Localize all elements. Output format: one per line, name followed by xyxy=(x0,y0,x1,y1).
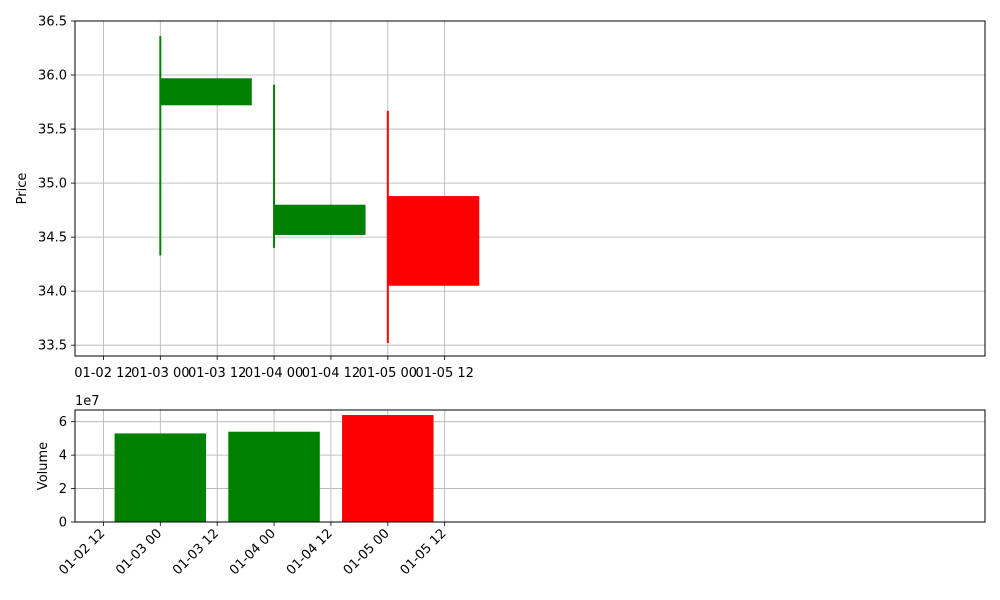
volume-x-tick-label: 01-02 12 xyxy=(56,526,108,578)
candle-body-01-03 xyxy=(160,78,252,106)
volume-x-tick-label: 01-05 12 xyxy=(398,526,450,578)
price-x-tick-label: 01-04 00 xyxy=(245,366,303,381)
price-y-tick-label: 34.0 xyxy=(38,285,67,300)
price-x-tick-label: 01-02 12 xyxy=(74,366,132,381)
volume-y-tick-label: 2 xyxy=(59,482,67,497)
price-x-tick-label: 01-05 00 xyxy=(359,366,417,381)
price-x-tick-label: 01-03 00 xyxy=(131,366,189,381)
price-y-tick-label: 35.0 xyxy=(38,177,67,192)
volume-x-tick-label: 01-03 12 xyxy=(170,526,222,578)
price-axes-frame xyxy=(74,20,986,357)
volume-scale-label: 1e7 xyxy=(75,394,100,409)
volume-marks xyxy=(114,415,434,522)
volume-y-axis-label: Volume xyxy=(36,442,51,490)
price-x-tick-label: 01-04 12 xyxy=(302,366,360,381)
volume-bar-01-03 xyxy=(114,433,207,522)
volume-axes-frame xyxy=(74,409,986,523)
volume-panel: 01-02 12 01-03 00 01-03 12 01-04 00 01-04 12… xyxy=(36,394,986,578)
volume-y-tick-label: 0 xyxy=(59,516,67,531)
volume-x-tick-label: 01-04 12 xyxy=(284,526,336,578)
volume-bar-01-05 xyxy=(342,415,434,522)
volume-grid xyxy=(75,410,985,523)
candle-body-01-05 xyxy=(387,196,480,286)
price-y-tick-label: 33.5 xyxy=(38,339,67,354)
volume-x-tick-label: 01-04 00 xyxy=(227,526,279,578)
volume-y-tick-label: 4 xyxy=(59,449,67,464)
price-y-tick-label: 36.5 xyxy=(38,15,67,30)
candle-body-01-04 xyxy=(274,204,366,235)
volume-bar-01-04 xyxy=(228,431,320,522)
price-y-axis-label: Price xyxy=(15,173,30,205)
price-x-tick-label: 01-03 12 xyxy=(188,366,246,381)
price-y-tick-label: 36.0 xyxy=(38,69,67,84)
price-y-tick-label: 35.5 xyxy=(38,123,67,138)
volume-x-tick-label: 01-03 00 xyxy=(113,526,165,578)
price-y-tick-label: 34.5 xyxy=(38,231,67,246)
volume-x-tick-label: 01-05 00 xyxy=(341,526,393,578)
volume-y-tick-label: 6 xyxy=(59,415,67,430)
price-x-tick-label: 01-05 12 xyxy=(415,366,473,381)
price-grid xyxy=(75,20,985,356)
price-marks xyxy=(159,36,480,344)
